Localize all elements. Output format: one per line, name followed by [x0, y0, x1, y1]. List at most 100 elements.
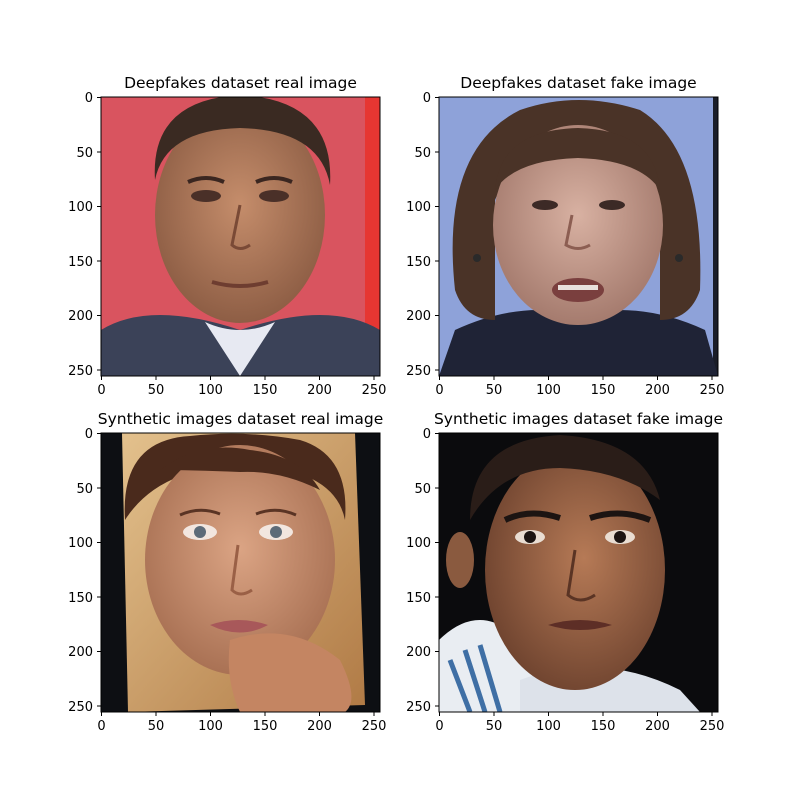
svg-text:0: 0 — [85, 91, 93, 106]
y-tick: 200 — [68, 309, 101, 324]
svg-text:200: 200 — [406, 309, 431, 324]
x-ticks: 0 50 100 150 200 250 — [435, 712, 724, 734]
svg-text:50: 50 — [414, 146, 431, 161]
x-tick: 250 — [700, 712, 725, 734]
panel-deepfakes-fake: Deepfakes dataset fake image 0 50 100 15… — [406, 74, 724, 398]
x-tick: 0 — [97, 712, 106, 734]
axes-frame — [438, 96, 719, 377]
x-tick: 100 — [536, 376, 561, 398]
svg-text:100: 100 — [68, 200, 93, 215]
x-tick: 50 — [148, 712, 165, 734]
x-ticks: 0 50 100 150 200 250 — [97, 376, 386, 398]
svg-text:0: 0 — [423, 427, 431, 442]
svg-text:150: 150 — [591, 383, 616, 398]
y-tick: 0 — [423, 91, 439, 106]
svg-text:250: 250 — [700, 719, 725, 734]
svg-text:200: 200 — [406, 645, 431, 660]
x-tick: 0 — [97, 376, 106, 398]
panel-title: Synthetic images dataset real image — [98, 410, 384, 428]
x-tick: 150 — [253, 712, 278, 734]
svg-text:200: 200 — [68, 645, 93, 660]
svg-text:150: 150 — [253, 719, 278, 734]
svg-text:100: 100 — [536, 719, 561, 734]
y-tick: 150 — [68, 591, 101, 606]
y-tick: 100 — [68, 200, 101, 215]
y-tick: 150 — [68, 255, 101, 270]
x-tick: 50 — [148, 376, 165, 398]
svg-text:100: 100 — [536, 383, 561, 398]
svg-text:50: 50 — [486, 383, 503, 398]
x-tick: 0 — [435, 712, 444, 734]
panel-title: Deepfakes dataset real image — [124, 74, 357, 92]
svg-text:150: 150 — [591, 719, 616, 734]
svg-text:250: 250 — [406, 700, 431, 715]
x-ticks: 0 50 100 150 200 250 — [435, 376, 724, 398]
x-tick: 250 — [700, 376, 725, 398]
svg-text:150: 150 — [68, 255, 93, 270]
x-tick: 150 — [253, 376, 277, 398]
panel-synthetic-fake: Synthetic images dataset fake image 0 50… — [406, 410, 724, 734]
svg-text:100: 100 — [198, 383, 223, 398]
x-tick: 250 — [362, 712, 387, 734]
y-tick: 250 — [68, 364, 101, 379]
x-tick: 100 — [198, 712, 223, 734]
svg-text:50: 50 — [486, 719, 503, 734]
svg-text:100: 100 — [68, 536, 93, 551]
axes-frame — [100, 432, 381, 713]
axes-frame — [100, 96, 381, 377]
svg-text:150: 150 — [406, 591, 431, 606]
y-tick: 50 — [414, 482, 439, 497]
man-face-image — [439, 433, 718, 712]
x-tick: 200 — [307, 376, 332, 398]
svg-text:0: 0 — [97, 719, 105, 734]
svg-text:100: 100 — [198, 719, 223, 734]
woman-face-image — [439, 97, 718, 376]
y-ticks: 0 50 100 150 200 250 — [68, 91, 101, 379]
y-tick: 200 — [68, 645, 101, 660]
svg-text:50: 50 — [148, 383, 165, 398]
x-tick: 100 — [536, 712, 561, 734]
x-tick: 100 — [198, 376, 223, 398]
axes-frame — [438, 432, 719, 713]
svg-text:250: 250 — [362, 719, 387, 734]
x-ticks: 0 50 100 150 200 250 — [97, 712, 386, 734]
svg-text:250: 250 — [68, 364, 93, 379]
x-tick: 50 — [486, 712, 503, 734]
y-tick: 150 — [406, 255, 439, 270]
svg-text:150: 150 — [68, 591, 93, 606]
man-face-image — [101, 97, 380, 376]
svg-text:200: 200 — [68, 309, 93, 324]
x-tick: 150 — [591, 712, 616, 734]
woman-face-image — [101, 433, 380, 712]
y-tick: 50 — [76, 146, 101, 161]
y-ticks: 0 50 100 150 200 250 — [406, 91, 439, 379]
svg-text:250: 250 — [68, 700, 93, 715]
y-tick: 250 — [406, 700, 439, 715]
y-tick: 50 — [76, 482, 101, 497]
svg-text:0: 0 — [97, 383, 105, 398]
svg-text:200: 200 — [645, 719, 670, 734]
y-tick: 100 — [406, 200, 439, 215]
y-tick: 250 — [406, 364, 439, 379]
y-tick: 250 — [68, 700, 101, 715]
x-tick: 0 — [435, 376, 444, 398]
y-tick: 0 — [423, 427, 439, 442]
x-tick: 150 — [591, 376, 616, 398]
svg-text:0: 0 — [85, 427, 93, 442]
y-tick: 200 — [406, 645, 439, 660]
svg-text:100: 100 — [406, 536, 431, 551]
y-tick: 50 — [414, 146, 439, 161]
y-tick: 200 — [406, 309, 439, 324]
panel-title: Synthetic images dataset fake image — [434, 410, 723, 428]
panel-deepfakes-real: Deepfakes dataset real image 0 50 100 15… — [68, 74, 386, 398]
svg-text:50: 50 — [148, 719, 165, 734]
svg-text:250: 250 — [700, 383, 725, 398]
y-ticks: 0 50 100 150 200 250 — [68, 427, 101, 715]
panel-title: Deepfakes dataset fake image — [460, 74, 696, 92]
svg-text:200: 200 — [645, 383, 670, 398]
svg-text:150: 150 — [406, 255, 431, 270]
svg-text:50: 50 — [414, 482, 431, 497]
svg-text:50: 50 — [76, 146, 93, 161]
y-tick: 0 — [85, 91, 101, 106]
